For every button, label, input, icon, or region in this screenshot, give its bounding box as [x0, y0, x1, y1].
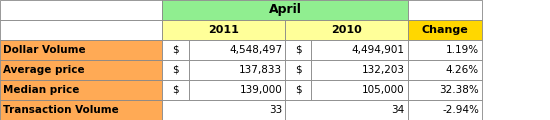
- Bar: [408, 20, 482, 40]
- Text: $: $: [295, 85, 301, 95]
- Bar: [0, 60, 162, 80]
- Bar: [285, 40, 311, 60]
- Text: 2010: 2010: [331, 25, 361, 35]
- Bar: [0, 80, 162, 100]
- Text: 139,000: 139,000: [239, 85, 282, 95]
- Text: 33: 33: [269, 105, 282, 115]
- Text: 32.38%: 32.38%: [439, 85, 479, 95]
- Bar: [408, 0, 482, 20]
- Text: Transaction Volume: Transaction Volume: [3, 105, 119, 115]
- Bar: [311, 60, 408, 80]
- Bar: [162, 60, 189, 80]
- Text: Average price: Average price: [3, 65, 85, 75]
- Text: 4.26%: 4.26%: [446, 65, 479, 75]
- Text: $: $: [295, 65, 301, 75]
- Bar: [162, 80, 189, 100]
- Bar: [408, 60, 482, 80]
- Text: 4,548,497: 4,548,497: [229, 45, 282, 55]
- Bar: [0, 100, 162, 120]
- Bar: [285, 20, 408, 40]
- Text: 1.19%: 1.19%: [446, 45, 479, 55]
- Bar: [162, 20, 285, 40]
- Bar: [162, 0, 408, 20]
- Bar: [285, 80, 311, 100]
- Text: $: $: [172, 45, 179, 55]
- Bar: [285, 60, 311, 80]
- Bar: [408, 40, 482, 60]
- Text: 137,833: 137,833: [239, 65, 282, 75]
- Text: -2.94%: -2.94%: [442, 105, 479, 115]
- Text: 105,000: 105,000: [362, 85, 405, 95]
- Bar: [285, 100, 408, 120]
- Text: 132,203: 132,203: [362, 65, 405, 75]
- Bar: [311, 80, 408, 100]
- Bar: [0, 0, 162, 20]
- Bar: [408, 100, 482, 120]
- Text: Change: Change: [421, 25, 468, 35]
- Text: Dollar Volume: Dollar Volume: [3, 45, 86, 55]
- Bar: [0, 40, 162, 60]
- Bar: [311, 40, 408, 60]
- Bar: [0, 20, 162, 40]
- Bar: [189, 60, 285, 80]
- Text: Median price: Median price: [3, 85, 80, 95]
- Text: $: $: [172, 85, 179, 95]
- Bar: [189, 80, 285, 100]
- Text: 34: 34: [392, 105, 405, 115]
- Bar: [408, 80, 482, 100]
- Text: 4,494,901: 4,494,901: [352, 45, 405, 55]
- Bar: [162, 40, 189, 60]
- Text: $: $: [295, 45, 301, 55]
- Bar: [189, 40, 285, 60]
- Text: April: April: [268, 3, 301, 16]
- Text: $: $: [172, 65, 179, 75]
- Bar: [162, 100, 285, 120]
- Text: 2011: 2011: [208, 25, 239, 35]
